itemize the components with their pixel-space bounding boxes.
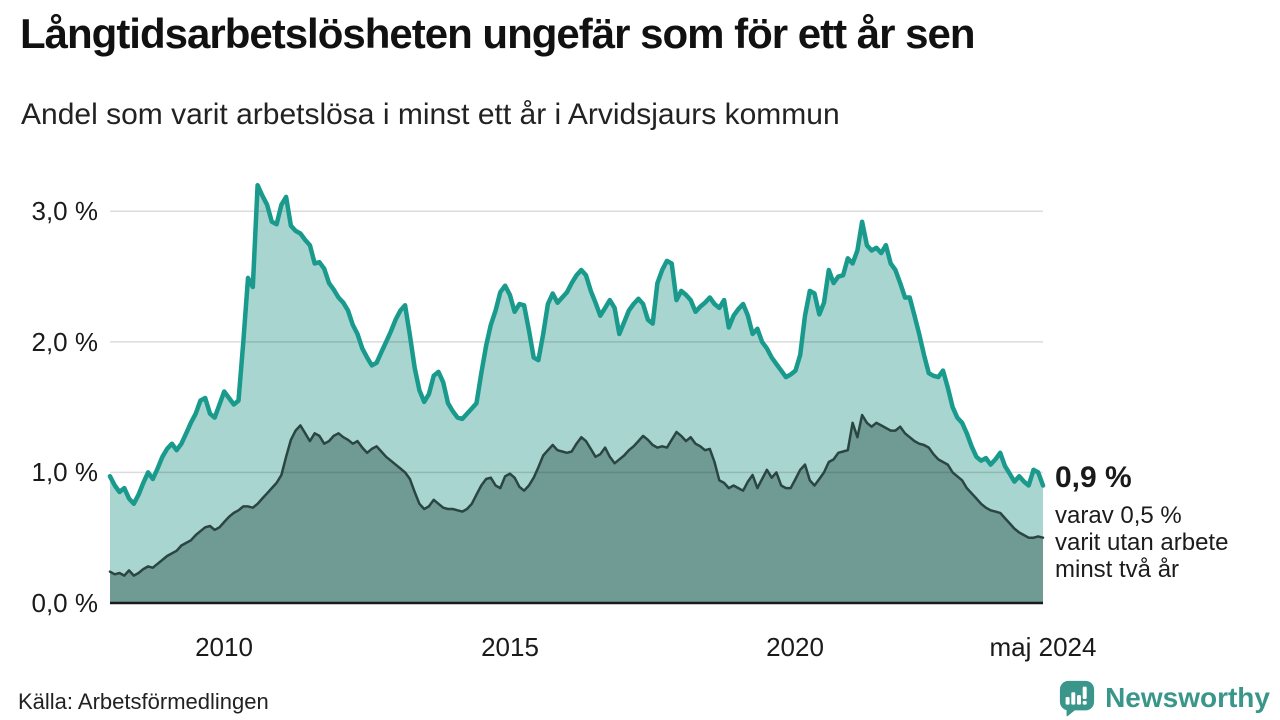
x-tick-label: maj 2024 <box>989 632 1097 662</box>
end-value-headline: 0,9 % <box>1055 461 1132 494</box>
end-value-annotation: 0,9 % varav 0,5 % varit utan arbete mins… <box>1055 461 1275 583</box>
newsworthy-logo: Newsworthy <box>1058 679 1270 717</box>
newsworthy-badge-icon <box>1059 680 1095 717</box>
series-min-two-years-area <box>110 415 1043 603</box>
x-tick-label: 2015 <box>481 632 539 662</box>
page-subtitle: Andel som varit arbetslösa i minst ett å… <box>21 98 840 131</box>
page-title: Långtidsarbetslösheten ungefär som för e… <box>20 10 976 57</box>
y-tick-label: 3,0 % <box>31 196 99 227</box>
annotation-line: varav 0,5 % <box>1055 502 1182 529</box>
series-min-one-year-line <box>107 182 1046 507</box>
y-tick-label: 2,0 % <box>31 326 99 357</box>
y-tick-label: 0,0 % <box>31 588 99 618</box>
annotation-line: varit utan arbete <box>1055 529 1229 556</box>
annotation-line: minst två år <box>1055 556 1180 583</box>
y-tick-label: 1,0 % <box>31 457 99 488</box>
gridlines <box>110 210 1043 474</box>
newsworthy-wordmark: Newsworthy <box>1105 682 1270 713</box>
source-credit: Källa: Arbetsförmedlingen <box>18 689 269 714</box>
series-min-two-years-line <box>108 413 1045 577</box>
x-tick-label: 2020 <box>766 632 824 662</box>
x-tick-label: 2010 <box>195 632 253 662</box>
